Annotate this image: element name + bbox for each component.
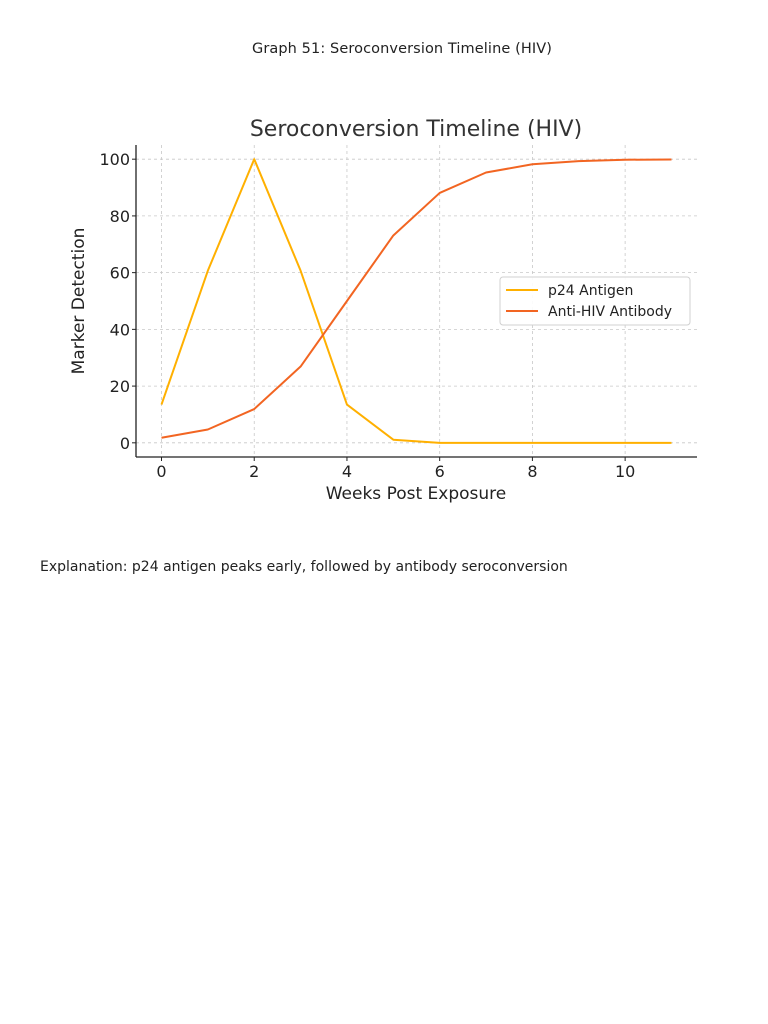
explanation-text: Explanation: p24 antigen peaks early, fo… xyxy=(40,559,568,575)
page-caption: Graph 51: Seroconversion Timeline (HIV) xyxy=(252,41,552,57)
legend-label: Anti-HIV Antibody xyxy=(548,304,672,320)
legend-label: p24 Antigen xyxy=(548,283,633,299)
series-lines xyxy=(160,158,672,444)
y-tick-label: 40 xyxy=(110,320,130,339)
x-tick-label: 2 xyxy=(249,462,259,481)
y-tick-label: 80 xyxy=(110,207,130,226)
x-tick-label: 0 xyxy=(156,462,166,481)
chart-title: Seroconversion Timeline (HIV) xyxy=(250,117,582,142)
x-tick-label: 8 xyxy=(527,462,537,481)
y-axis-label: Marker Detection xyxy=(69,228,89,375)
series-line-0 xyxy=(160,158,672,444)
series-line-1 xyxy=(161,158,672,439)
x-tick-label: 10 xyxy=(615,462,635,481)
x-axis-label: Weeks Post Exposure xyxy=(326,484,507,504)
x-tick-label: 4 xyxy=(342,462,352,481)
y-tick-label: 100 xyxy=(99,150,130,169)
axes xyxy=(135,145,697,458)
y-tick-label: 20 xyxy=(110,377,130,396)
y-tick-label: 0 xyxy=(120,434,130,453)
legend: p24 Antigen Anti-HIV Antibody xyxy=(499,276,691,326)
y-tick-label: 60 xyxy=(110,264,130,283)
legend-box xyxy=(499,276,691,326)
x-tick-label: 6 xyxy=(435,462,445,481)
